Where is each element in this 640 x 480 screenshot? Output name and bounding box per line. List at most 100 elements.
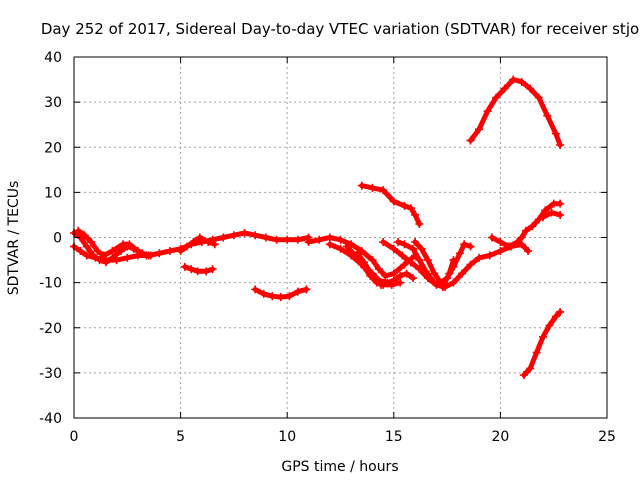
data-point: [517, 233, 526, 242]
x-tick-label: 5: [176, 429, 185, 445]
data-point: [204, 238, 213, 247]
data-point: [421, 267, 430, 276]
data-point: [445, 269, 454, 278]
x-tick-label: 25: [598, 429, 616, 445]
y-tick-label: 20: [44, 140, 62, 156]
data-point: [99, 251, 108, 260]
data-point: [513, 238, 522, 247]
data-point: [517, 240, 526, 249]
data-point: [210, 240, 219, 249]
y-tick-label: -10: [39, 276, 62, 292]
data-point: [74, 226, 83, 235]
data-point: [182, 242, 191, 251]
data-point: [408, 244, 417, 253]
data-point: [180, 262, 189, 271]
data-point: [176, 247, 185, 256]
data-point: [411, 210, 420, 219]
data-point: [336, 235, 345, 244]
data-point: [259, 289, 268, 298]
data-point: [475, 125, 484, 134]
data-point: [509, 75, 518, 84]
data-point: [430, 278, 439, 287]
data-point: [240, 228, 249, 237]
series-track-7: [304, 233, 420, 280]
data-point: [466, 242, 475, 251]
data-point: [293, 235, 302, 244]
data-point: [133, 247, 142, 256]
y-tick-label: 40: [44, 50, 62, 66]
data-point: [368, 183, 377, 192]
data-point: [315, 235, 324, 244]
data-point: [187, 265, 196, 274]
data-point: [285, 292, 294, 301]
data-series: [70, 75, 565, 380]
data-point: [193, 267, 202, 276]
data-point: [449, 278, 458, 287]
series-track-18: [519, 307, 565, 380]
data-point: [556, 140, 565, 149]
data-point: [543, 111, 552, 120]
data-point: [396, 278, 405, 287]
y-tick-label: 10: [44, 185, 62, 201]
data-point: [76, 247, 85, 256]
data-point: [368, 271, 377, 280]
data-point: [519, 371, 528, 380]
x-tick-label: 0: [70, 429, 79, 445]
data-point: [455, 249, 464, 258]
data-point: [458, 269, 467, 278]
data-point: [541, 206, 550, 215]
data-point: [80, 231, 89, 240]
data-point: [155, 249, 164, 258]
data-point: [415, 219, 424, 228]
y-tick-label: 30: [44, 95, 62, 111]
y-axis-label: SDTVAR / TECUs: [6, 181, 22, 296]
data-point: [293, 287, 302, 296]
series-line: [355, 250, 384, 288]
data-point: [379, 238, 388, 247]
data-point: [500, 84, 509, 93]
y-tick-label: -30: [39, 366, 62, 382]
data-point: [400, 240, 409, 249]
series-track-16: [487, 199, 565, 251]
series-track-17: [539, 208, 565, 222]
data-point: [108, 253, 117, 262]
y-tick-label: -20: [39, 321, 62, 337]
data-point: [379, 186, 388, 195]
data-point: [532, 348, 541, 357]
data-point: [496, 247, 505, 256]
data-point: [389, 197, 398, 206]
data-point: [408, 274, 417, 283]
series-track-5: [180, 262, 217, 276]
data-point: [430, 269, 439, 278]
data-point: [539, 332, 548, 341]
data-point: [304, 238, 313, 247]
data-point: [496, 238, 505, 247]
x-tick-label: 15: [385, 429, 403, 445]
data-point: [357, 181, 366, 190]
data-point: [551, 312, 560, 321]
data-point: [492, 93, 501, 102]
data-point: [460, 240, 469, 249]
data-point: [556, 199, 565, 208]
data-point: [449, 256, 458, 265]
data-point: [524, 247, 533, 256]
data-point: [261, 233, 270, 242]
series-track-14: [394, 238, 458, 292]
data-point: [276, 293, 285, 302]
data-point: [545, 321, 554, 330]
data-point: [93, 247, 102, 256]
axis-ticks: 0 5 10 15 20 25 -40 -30 -20 -10 0 10 20 30 40: [39, 50, 616, 445]
data-point: [347, 240, 356, 249]
data-point: [125, 240, 134, 249]
series-track-6: [251, 285, 311, 302]
data-point: [268, 292, 277, 301]
data-point: [415, 256, 424, 265]
data-point: [142, 251, 151, 260]
data-point: [189, 238, 198, 247]
data-point: [108, 247, 117, 256]
data-point: [400, 260, 409, 269]
data-point: [202, 267, 211, 276]
data-point: [547, 208, 556, 217]
data-point: [123, 253, 132, 262]
